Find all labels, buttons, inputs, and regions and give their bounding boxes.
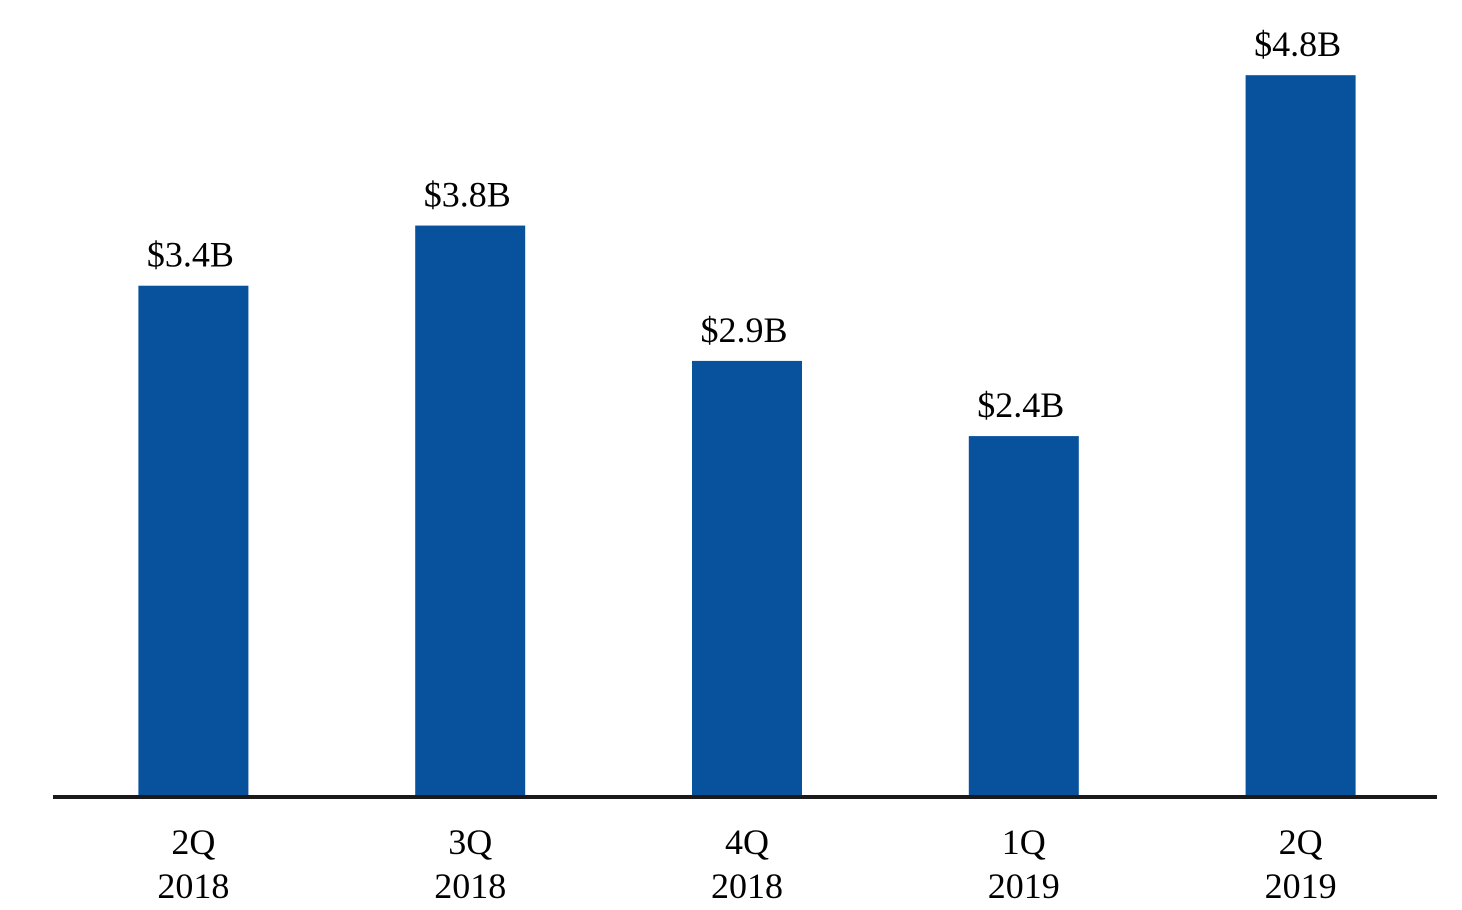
data-label-3: $2.4B — [977, 385, 1064, 425]
x-tick-label-2-line-1: 2018 — [711, 866, 783, 906]
bars-group — [138, 75, 1356, 798]
x-tick-label-1-line-1: 2018 — [434, 866, 506, 906]
x-tick-label-0-line-0: 2Q — [171, 822, 215, 862]
bar-0 — [138, 285, 249, 797]
x-tick-label-1-line-0: 3Q — [448, 822, 492, 862]
bar-2 — [692, 360, 802, 797]
x-tick-label-0-line-1: 2018 — [157, 866, 229, 906]
data-label-4: $4.8B — [1254, 24, 1341, 64]
x-tick-label-4-line-1: 2019 — [1265, 866, 1337, 906]
bar-1 — [415, 225, 526, 797]
value-labels-group: $3.4B $3.8B $2.9B $2.4B $4.8B — [147, 24, 1341, 425]
bar-3 — [968, 436, 1079, 797]
bar-4 — [1245, 75, 1356, 798]
x-tick-label-2-line-0: 4Q — [725, 822, 769, 862]
data-label-2: $2.9B — [700, 310, 787, 350]
data-label-1: $3.8B — [424, 175, 511, 215]
x-tick-label-4-line-0: 2Q — [1279, 822, 1323, 862]
data-label-0: $3.4B — [147, 235, 234, 275]
x-tick-label-3-line-1: 2019 — [988, 866, 1060, 906]
x-tick-label-3-line-0: 1Q — [1002, 822, 1046, 862]
